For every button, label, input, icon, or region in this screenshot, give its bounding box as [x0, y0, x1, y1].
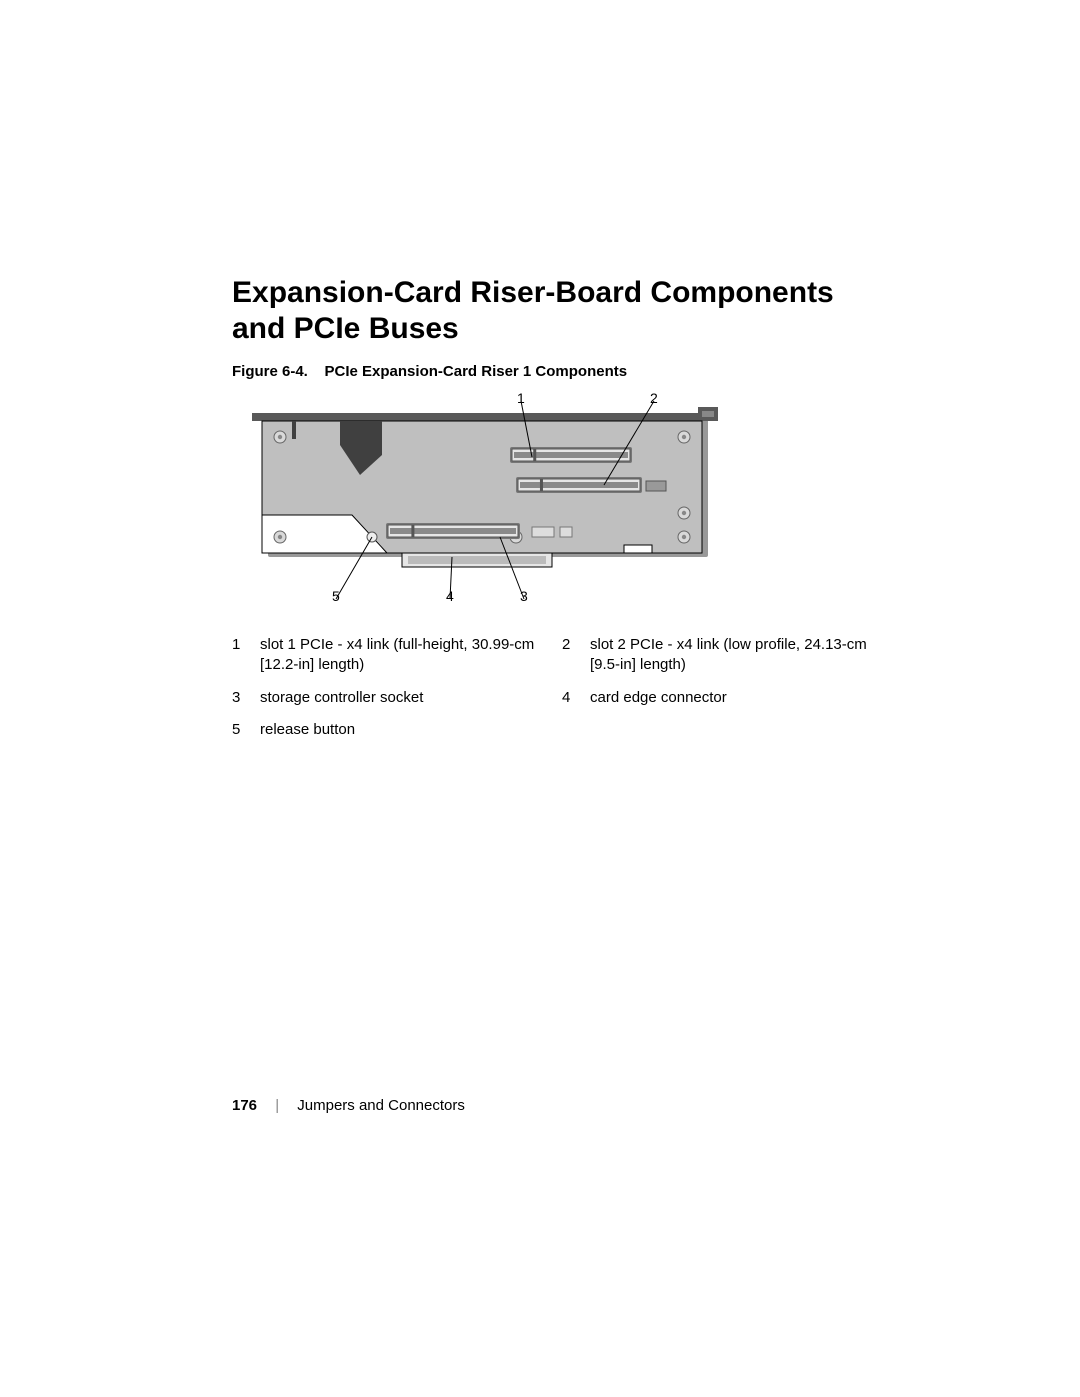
svg-text:2: 2 [650, 390, 658, 406]
legend-item: 5 release button [232, 720, 562, 740]
legend-number: 1 [232, 635, 260, 676]
figure-caption: Figure 6-4. PCIe Expansion-Card Riser 1 … [232, 363, 627, 380]
legend-text: storage controller socket [260, 688, 562, 708]
legend-row: 3 storage controller socket 4 card edge … [232, 688, 892, 708]
svg-text:3: 3 [520, 588, 528, 604]
legend-row: 1 slot 1 PCIe - x4 link (full-height, 30… [232, 635, 892, 676]
riser-board-diagram: 1 2 5 4 3 [232, 385, 892, 605]
legend-text: release button [260, 720, 562, 740]
component-legend: 1 slot 1 PCIe - x4 link (full-height, 30… [232, 635, 892, 752]
legend-item: 3 storage controller socket [232, 688, 562, 708]
legend-text: card edge connector [590, 688, 892, 708]
svg-text:4: 4 [446, 588, 454, 604]
legend-number: 2 [562, 635, 590, 676]
riser-board-svg: 1 2 5 4 3 [232, 385, 892, 605]
legend-number: 5 [232, 720, 260, 740]
legend-number: 3 [232, 688, 260, 708]
figure-caption-prefix: Figure 6-4. [232, 363, 308, 380]
legend-text: slot 1 PCIe - x4 link (full-height, 30.9… [260, 635, 562, 676]
legend-item: 2 slot 2 PCIe - x4 link (low profile, 24… [562, 635, 892, 676]
figure-caption-title: PCIe Expansion-Card Riser 1 Components [325, 363, 628, 380]
legend-item-empty [562, 720, 892, 740]
svg-text:1: 1 [517, 390, 525, 406]
svg-text:5: 5 [332, 588, 340, 604]
legend-text: slot 2 PCIe - x4 link (low profile, 24.1… [590, 635, 892, 676]
legend-item: 4 card edge connector [562, 688, 892, 708]
document-page: Expansion-Card Riser-Board Components an… [0, 0, 1080, 1397]
section-name: Jumpers and Connectors [297, 1097, 465, 1114]
page-footer: 176 | Jumpers and Connectors [232, 1097, 465, 1114]
footer-separator: | [275, 1097, 279, 1114]
legend-row: 5 release button [232, 720, 892, 740]
page-number: 176 [232, 1097, 257, 1114]
legend-item: 1 slot 1 PCIe - x4 link (full-height, 30… [232, 635, 562, 676]
legend-number: 4 [562, 688, 590, 708]
page-heading: Expansion-Card Riser-Board Components an… [232, 275, 872, 347]
